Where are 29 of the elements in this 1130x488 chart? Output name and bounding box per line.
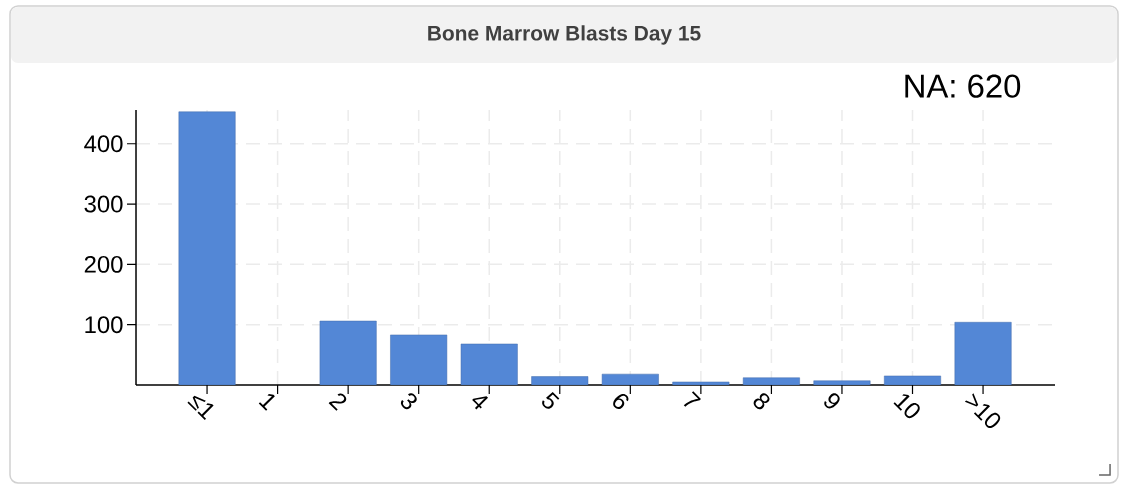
y-tick-label: 400 [84, 135, 123, 153]
x-tick-label: 6 [613, 393, 629, 410]
x-tick-label: 4 [472, 396, 489, 410]
bar [531, 376, 589, 385]
x-tick-label: 7 [683, 391, 701, 407]
x-tick-label: 3 [400, 393, 417, 410]
bar [954, 322, 1012, 385]
bar [319, 320, 377, 385]
x-tick-label: 2 [328, 393, 347, 411]
x-tick-label: >10 [964, 393, 1001, 429]
bar [601, 373, 659, 385]
y-tick-label: 200 [84, 255, 123, 273]
chart-title: Bone Marrow Blasts Day 15 [428, 25, 701, 45]
x-tick-label: 8 [753, 393, 770, 410]
text: NA: 620 [905, 74, 1021, 98]
x-tick-label: ≤1 [187, 395, 214, 420]
bar [884, 375, 941, 385]
bar [460, 343, 518, 385]
y-tick-label: 300 [84, 195, 123, 213]
x-tick-label: 5 [542, 391, 560, 409]
x-tick-label: 9 [824, 393, 840, 409]
x-tick-label: 10 [893, 394, 920, 419]
y-tick-label: 100 [85, 316, 123, 334]
bar [672, 381, 730, 385]
bar [390, 334, 448, 385]
bar [178, 111, 236, 385]
x-tick-label: 1 [258, 393, 275, 411]
bar [742, 377, 800, 385]
bar [813, 380, 871, 385]
